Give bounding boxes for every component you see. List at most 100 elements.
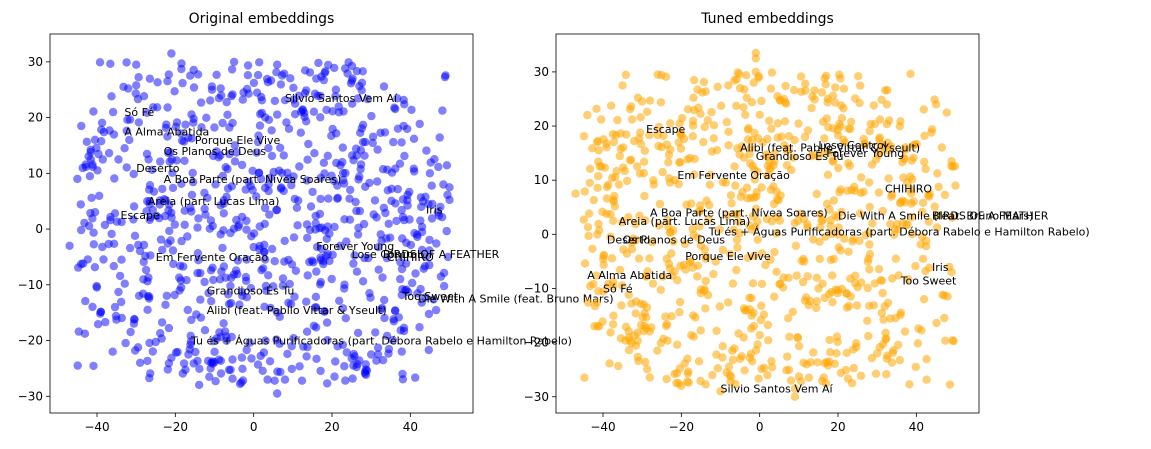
scatter-point — [907, 199, 916, 208]
scatter-point — [353, 328, 363, 338]
scatter-point — [871, 369, 881, 378]
scatter-point — [255, 222, 264, 231]
scatter-point — [619, 143, 628, 152]
scatter-point — [85, 172, 95, 181]
scatter-point — [177, 236, 186, 246]
scatter-point — [732, 235, 742, 244]
scatter-point — [836, 74, 845, 83]
scatter-point — [368, 132, 378, 141]
scatter-point — [852, 342, 861, 352]
scatter-point — [228, 355, 237, 364]
scatter-point — [731, 209, 740, 219]
scatter-point — [168, 246, 178, 255]
scatter-point — [122, 58, 131, 67]
scatter-point — [303, 343, 312, 352]
point-annotation: A Boa Parte (part. Nívea Soares) — [164, 173, 342, 186]
scatter-point — [696, 206, 705, 215]
scatter-point — [209, 275, 218, 285]
scatter-point — [200, 204, 209, 214]
scatter-point — [245, 338, 254, 347]
scatter-point — [726, 372, 736, 381]
scatter-point — [221, 273, 230, 282]
scatter-point — [821, 232, 830, 241]
scatter-point — [315, 209, 325, 219]
scatter-point — [770, 247, 779, 257]
scatter-point — [210, 347, 219, 356]
scatter-point — [87, 193, 96, 202]
scatter-point — [125, 115, 135, 124]
scatter-point — [666, 119, 675, 128]
scatter-point — [289, 233, 299, 242]
point-annotation: Die With A Smile (feat. Bruno Mars) — [838, 209, 1033, 222]
scatter-point — [731, 181, 740, 190]
scatter-point — [287, 181, 296, 190]
point-annotation: Só Fé — [603, 283, 633, 296]
scatter-point — [810, 86, 819, 95]
scatter-point — [162, 120, 171, 129]
scatter-point — [253, 70, 263, 80]
scatter-point — [232, 148, 241, 157]
scatter-point — [874, 188, 884, 197]
scatter-point — [156, 157, 165, 166]
scatter-point — [656, 285, 665, 295]
scatter-point — [400, 100, 409, 109]
scatter-point — [146, 369, 155, 378]
scatter-point — [645, 131, 654, 140]
scatter-point — [142, 207, 151, 216]
point-annotation: Die With A Smile (feat. Bruno Mars) — [418, 293, 613, 306]
scatter-point — [114, 287, 123, 297]
scatter-point — [277, 168, 287, 178]
point-annotation: Lose Control — [352, 248, 420, 261]
point-annotation: Deserto — [136, 162, 180, 175]
scatter-point — [875, 133, 884, 142]
scatter-point — [745, 221, 754, 230]
scatter-point — [129, 169, 138, 179]
scatter-point — [622, 130, 631, 139]
scatter-point — [425, 169, 435, 178]
scatter-point — [264, 180, 273, 189]
scatter-point — [911, 362, 920, 372]
scatter-point — [435, 133, 444, 142]
scatter-point — [120, 279, 129, 288]
scatter-point — [155, 200, 164, 209]
scatter-point — [844, 159, 853, 168]
scatter-point — [432, 239, 441, 248]
scatter-point — [238, 95, 247, 104]
scatter-point — [711, 257, 720, 266]
scatter-point — [187, 190, 197, 200]
scatter-point — [599, 287, 608, 296]
scatter-point — [908, 230, 917, 239]
scatter-point — [584, 231, 593, 241]
scatter-point — [196, 295, 205, 304]
scatter-point — [393, 184, 402, 194]
scatter-point — [848, 237, 857, 246]
scatter-point — [272, 308, 282, 317]
scatter-point — [148, 347, 157, 356]
scatter-point — [865, 240, 874, 249]
scatter-point — [745, 353, 755, 362]
scatter-point — [301, 66, 310, 75]
scatter-point — [263, 78, 273, 87]
scatter-point — [828, 271, 837, 280]
scatter-point — [222, 336, 231, 345]
scatter-point — [358, 67, 367, 76]
scatter-point — [139, 240, 149, 250]
scatter-point — [302, 327, 312, 336]
scatter-point — [101, 317, 110, 327]
point-annotation: Tu és + Águas Purificadoras (part. Débor… — [708, 226, 1090, 239]
scatter-point — [899, 154, 909, 163]
scatter-point — [90, 208, 100, 217]
scatter-point — [168, 168, 177, 177]
scatter-point — [132, 81, 141, 90]
scatter-point — [579, 215, 588, 224]
chart-title: Tuned embeddings — [700, 11, 834, 27]
scatter-point — [391, 104, 400, 114]
scatter-point — [227, 91, 236, 101]
scatter-point — [99, 127, 109, 137]
scatter-point — [887, 358, 897, 367]
scatter-point — [901, 143, 910, 152]
scatter-point — [247, 354, 256, 363]
scatter-point — [864, 331, 873, 341]
scatter-point — [642, 303, 652, 312]
scatter-point — [868, 219, 877, 228]
